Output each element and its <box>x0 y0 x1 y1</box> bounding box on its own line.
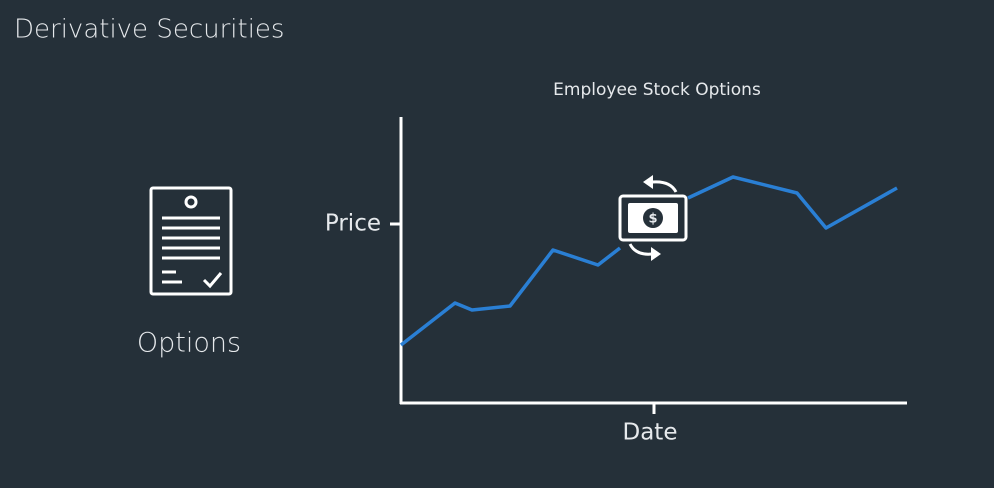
x-axis-label: Date <box>623 420 678 446</box>
price-line <box>399 246 622 347</box>
axes <box>390 117 907 414</box>
currency-symbol: $ <box>648 212 657 227</box>
price-line <box>687 175 898 230</box>
y-axis-label: Price <box>325 211 381 237</box>
money-exchange-icon: $ <box>618 175 688 261</box>
icon-label: Options <box>137 328 241 359</box>
chart-title: Employee Stock Options <box>553 80 761 100</box>
slide-title: Derivative Securities <box>14 15 284 45</box>
document-icon <box>149 186 233 296</box>
